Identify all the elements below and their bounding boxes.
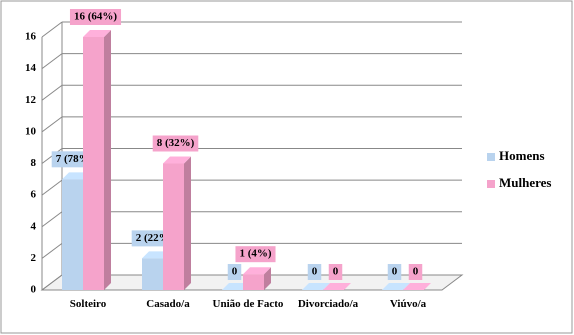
bar-top [403, 283, 431, 290]
value-label-box [69, 9, 122, 25]
bar-top [323, 283, 351, 290]
y-tick-label: 10 [25, 125, 37, 137]
bar [142, 258, 163, 290]
bar-side [184, 156, 191, 290]
value-label-box [328, 264, 343, 280]
x-tick-label: Divorciado/a [297, 298, 359, 310]
value-label-box [307, 264, 322, 280]
grid-line [41, 211, 63, 228]
value-label-box [235, 246, 276, 263]
value-label: 1 (4%) [239, 248, 271, 260]
x-tick-label: Solteiro [69, 298, 107, 310]
y-tick-label: 2 [31, 252, 37, 264]
bar-top [243, 267, 271, 275]
x-tick-label: União de Facto [212, 298, 284, 310]
value-label: 8 (32%) [157, 137, 195, 149]
value-label: 0 [392, 266, 398, 278]
grid-line [41, 242, 63, 259]
y-tick-label: 12 [25, 94, 37, 106]
x-tick-label: Casado/a [146, 298, 190, 310]
grid-line [41, 274, 63, 291]
grid-line [41, 53, 63, 70]
bar-top [302, 283, 330, 290]
value-label-box [387, 264, 402, 280]
legend-swatch [487, 153, 495, 161]
x-tick-label: Viúvo/a [389, 298, 427, 310]
value-label: 0 [333, 266, 339, 278]
legend-label: Mulheres [499, 175, 551, 190]
grid-line [41, 116, 63, 133]
bar-side [264, 267, 271, 290]
y-tick-label: 0 [31, 284, 37, 296]
bar [163, 163, 184, 290]
value-label: 0 [413, 266, 419, 278]
bar [83, 37, 104, 290]
y-tick-label: 8 [31, 157, 37, 169]
bar [243, 274, 264, 290]
y-tick-label: 6 [31, 189, 37, 201]
bar-side [104, 30, 111, 290]
bar [62, 179, 83, 290]
bar-top [83, 30, 111, 37]
legend-label: Homens [499, 148, 545, 163]
y-tick-label: 16 [25, 31, 37, 43]
value-label-box [227, 264, 242, 280]
grid-line [41, 179, 63, 196]
y-tick-label: 4 [31, 220, 37, 232]
value-label-box [152, 135, 199, 152]
y-tick-label: 14 [25, 62, 37, 74]
value-label: 0 [312, 266, 318, 278]
value-label: 0 [232, 266, 238, 278]
grid-line [41, 21, 63, 38]
grid-line [41, 84, 63, 101]
legend-swatch [487, 180, 495, 188]
bar-top [382, 283, 410, 290]
value-label-box [408, 264, 423, 280]
value-label: 16 (64%) [74, 11, 117, 23]
bar-top [163, 156, 191, 164]
